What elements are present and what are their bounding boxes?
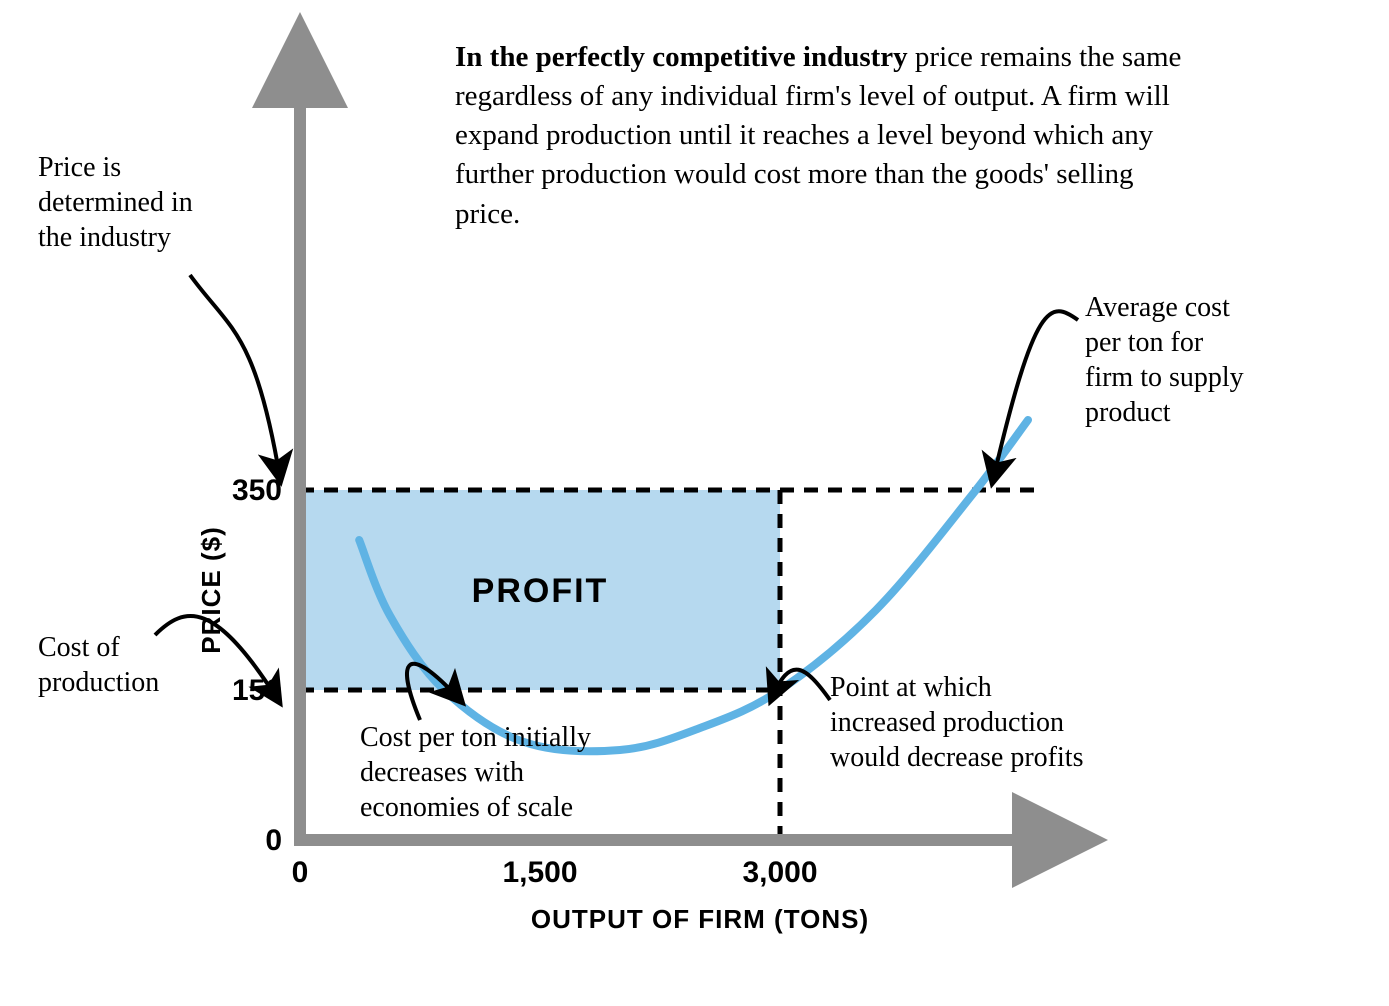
y-tick-label: 350 [232,474,282,507]
profit-label: PROFIT [472,572,609,610]
chart-stage: { "canvas": { "width": 1389, "height": 1… [0,0,1389,1006]
annotation-point-decrease-profits: Point at whichincreased productionwould … [830,670,1250,775]
y-tick-label: 0 [265,824,282,857]
annotation-arrow [190,275,280,478]
x-tick-label: 1,500 [502,856,577,889]
x-tick-label: 3,000 [742,856,817,889]
annotation-average-cost: Average costper ton forfirm to supplypro… [1085,290,1365,430]
annotation-cost-of-production: Cost ofproduction [38,630,258,700]
description-text: In the perfectly competitive industry pr… [455,38,1200,234]
annotation-price-industry: Price isdetermined inthe industry [38,150,298,255]
x-axis-label: OUTPUT OF FIRM (TONS) [531,904,869,934]
chart-text: PROFIT [472,572,609,610]
annotation-economies-of-scale: Cost per ton initiallydecreases withecon… [360,720,740,825]
x-tick-label: 0 [292,856,309,889]
body-lead: In the perfectly competitive industry [455,41,908,73]
